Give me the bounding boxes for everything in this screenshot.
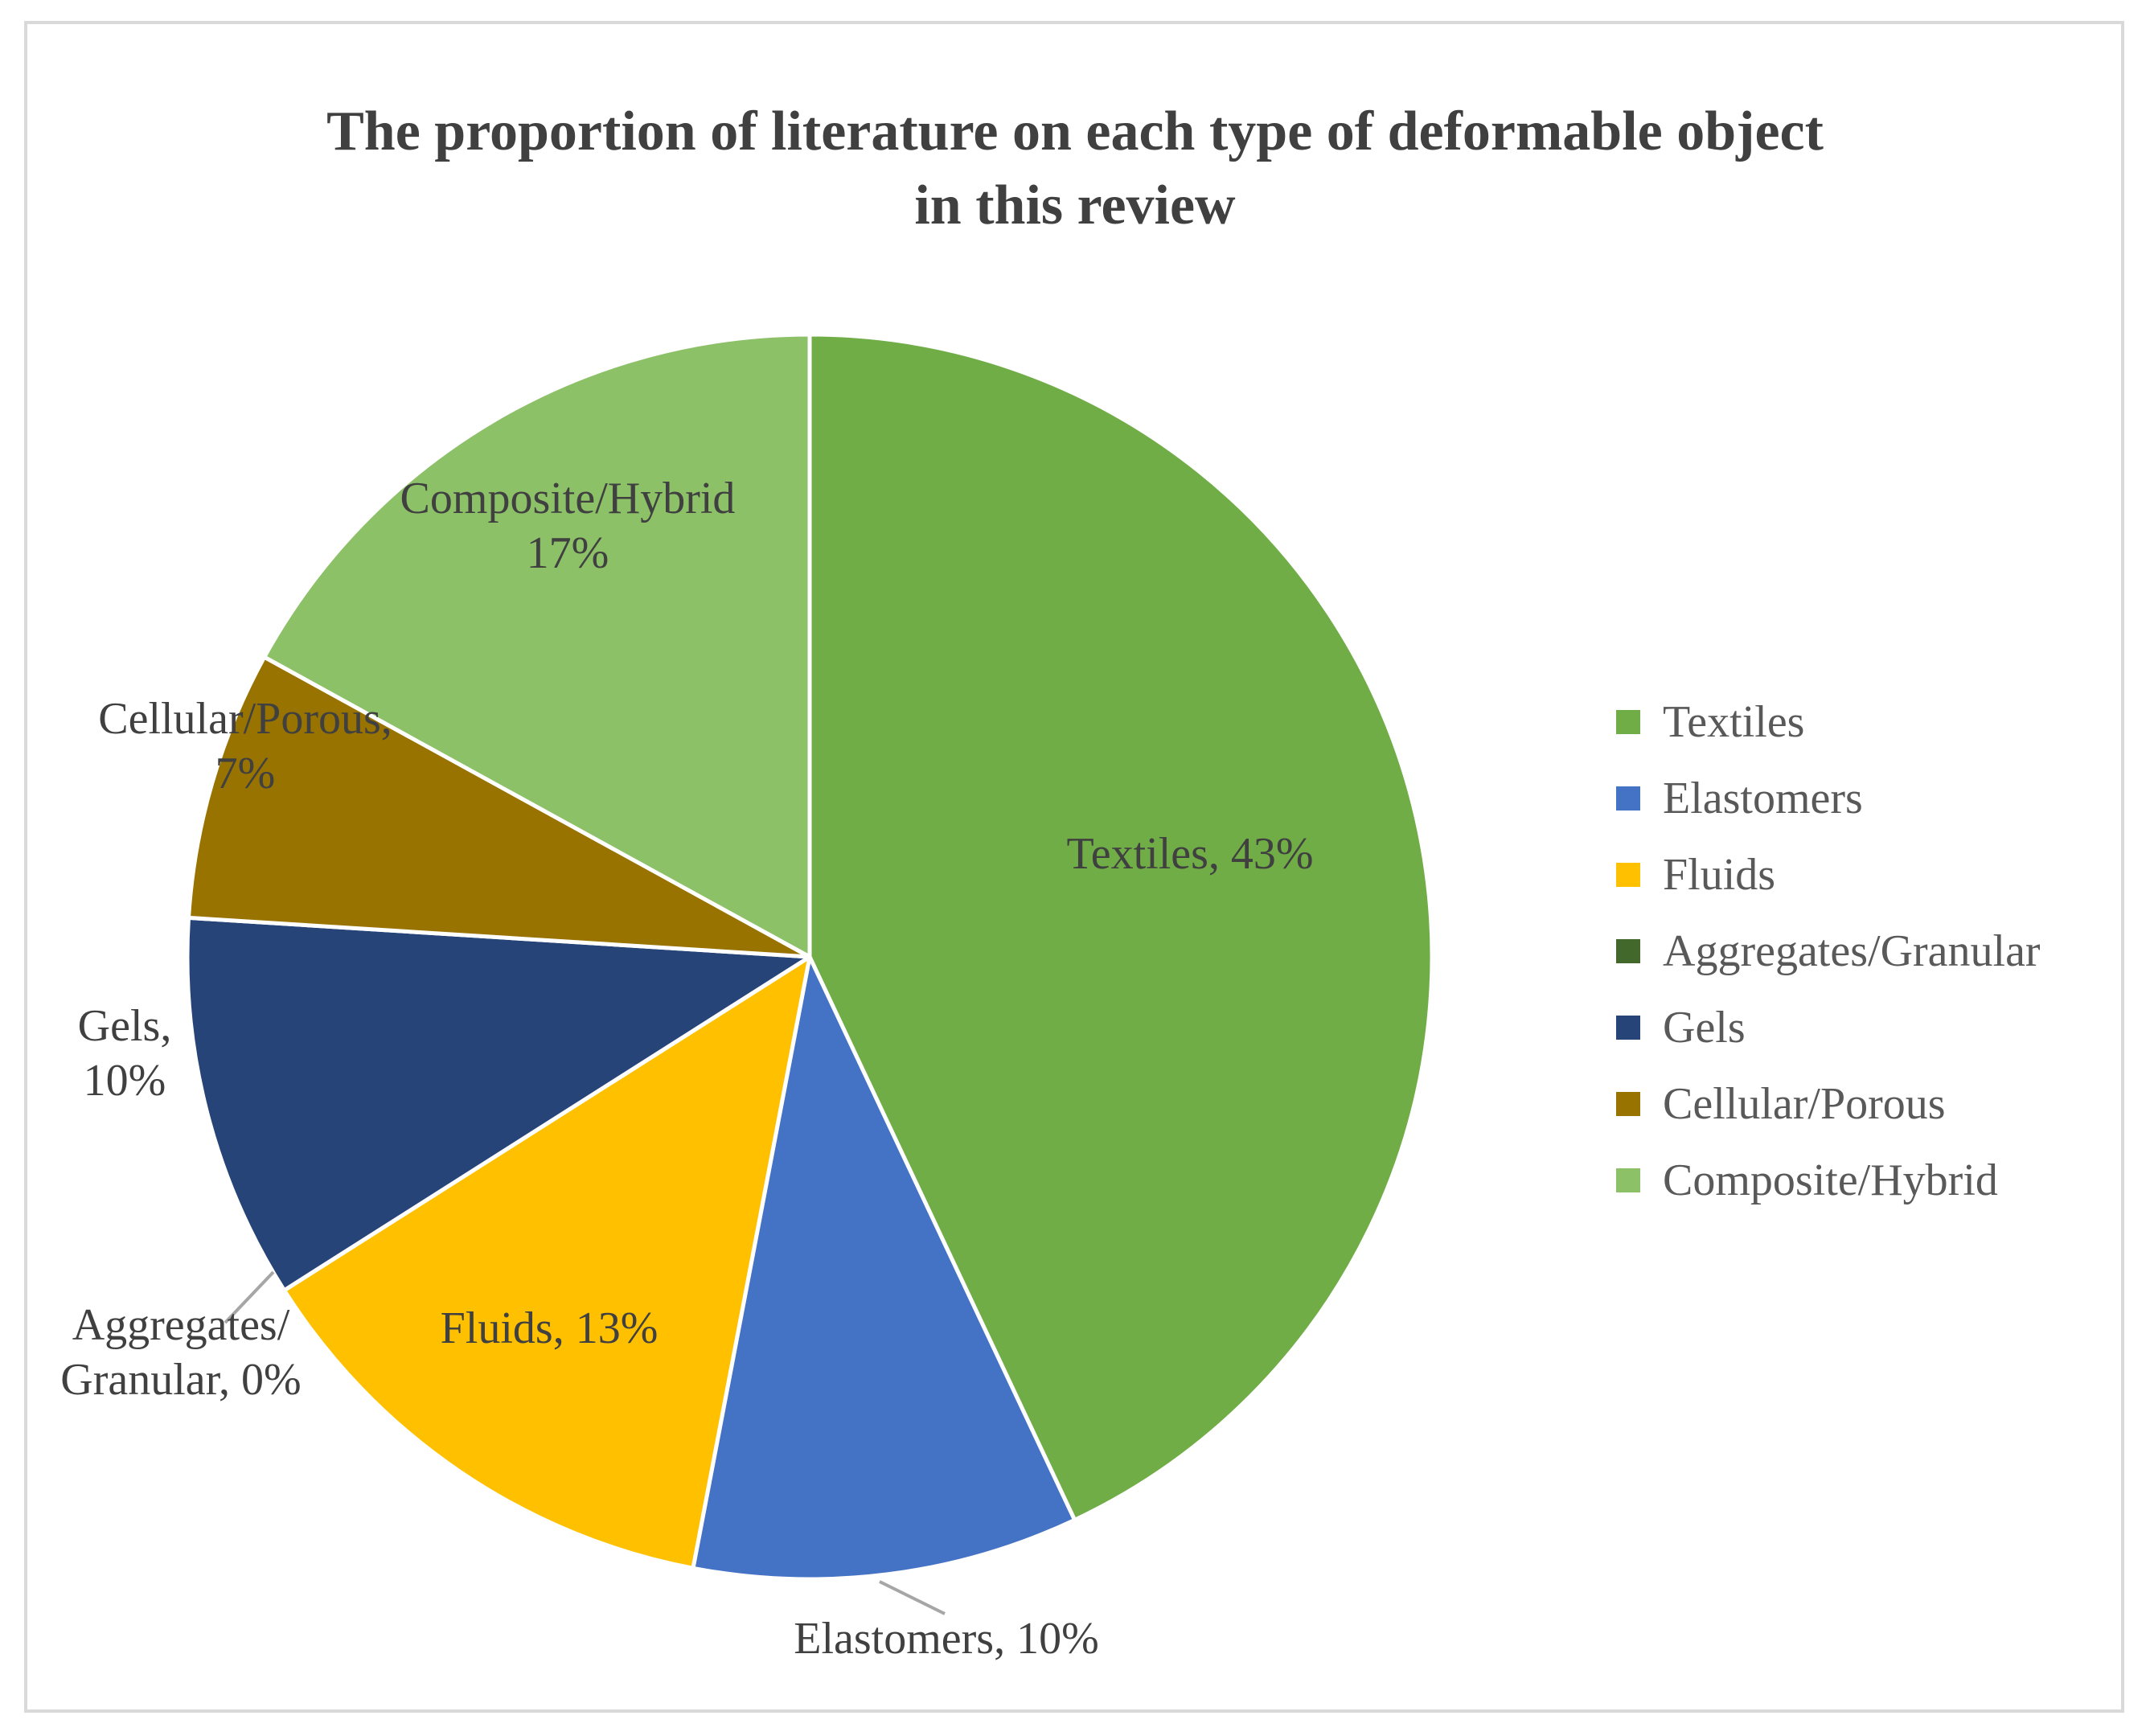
pie-slice-cellular-porous: [187, 655, 812, 959]
data-labels: Textiles, 43% Elastomers, 10% Fluids, 13% A…: [60, 474, 1313, 1664]
legend-swatch-textiles: [1616, 709, 1640, 734]
pie-slice-textiles: [807, 332, 1434, 1522]
data-label-composite-hybrid-line-2: 17%: [527, 528, 609, 578]
legend-item-cellular-porous: Cellular/Porous: [1616, 1065, 2115, 1142]
chart-title-line-1: The proportion of literature on each typ…: [326, 101, 1824, 162]
legend-label-fluids: Fluids: [1663, 849, 1776, 900]
legend-swatch-aggregates-granular: [1616, 938, 1640, 963]
legend-swatch-cellular-porous: [1616, 1091, 1640, 1116]
data-label-gels: Gels, 10%: [78, 1001, 172, 1106]
data-label-fluids-line-1: Fluids, 13%: [441, 1303, 659, 1353]
legend-label-aggregates-granular: Aggregates/Granular: [1663, 925, 2041, 976]
data-label-textiles-line-1: Textiles, 43%: [1066, 829, 1313, 879]
leader-line-aggregates-granular: [224, 1270, 275, 1324]
data-label-cellular-porous-line-2: 7%: [215, 749, 276, 798]
legend-item-fluids: Fluids: [1616, 836, 2115, 913]
legend-swatch-elastomers: [1616, 786, 1640, 811]
pie-slice-fluids: [281, 954, 812, 1570]
legend-label-elastomers: Elastomers: [1663, 773, 1863, 823]
legend-label-cellular-porous: Cellular/Porous: [1663, 1078, 1946, 1129]
data-label-composite-hybrid: Composite/Hybrid 17%: [400, 474, 736, 578]
legend-item-composite-hybrid: Composite/Hybrid: [1616, 1142, 2115, 1218]
data-label-cellular-porous-line-1: Cellular/Porous,: [98, 694, 392, 744]
chart-title-line-2: in this review: [914, 174, 1236, 236]
data-label-fluids: Fluids, 13%: [441, 1303, 659, 1353]
data-label-aggregates-granular-line-2: Granular, 0%: [60, 1355, 301, 1405]
legend-item-gels: Gels: [1616, 989, 2115, 1065]
data-label-elastomers-line-1: Elastomers, 10%: [794, 1614, 1098, 1664]
legend-label-gels: Gels: [1663, 1002, 1746, 1053]
chart-title: The proportion of literature on each typ…: [0, 95, 2150, 243]
data-label-elastomers: Elastomers, 10%: [794, 1614, 1098, 1664]
data-label-aggregates-granular: Aggregates/Granular, 0%: [60, 1300, 301, 1405]
leader-line-elastomers: [879, 1580, 946, 1615]
legend-item-aggregates-granular: Aggregates/Granular: [1616, 913, 2115, 989]
data-label-composite-hybrid-line-1: Composite/Hybrid: [400, 474, 736, 523]
pie-slices: [185, 332, 1434, 1582]
data-label-aggregates-granular-line-1: Aggregates/: [72, 1300, 290, 1350]
data-label-gels-line-2: 10%: [84, 1056, 166, 1106]
legend-swatch-fluids: [1616, 862, 1640, 887]
legend-item-textiles: Textiles: [1616, 683, 2115, 760]
chart-legend: Textiles Elastomers Fluids Aggregates/Granu…: [1616, 683, 2115, 1218]
legend-swatch-gels: [1616, 1015, 1640, 1040]
pie-slice-composite-hybrid: [262, 332, 812, 959]
data-label-gels-line-1: Gels,: [78, 1001, 172, 1051]
legend-swatch-composite-hybrid: [1616, 1168, 1640, 1192]
legend-label-composite-hybrid: Composite/Hybrid: [1663, 1155, 1998, 1205]
data-label-cellular-porous: Cellular/Porous, 7%: [98, 694, 392, 798]
legend-item-elastomers: Elastomers: [1616, 760, 2115, 836]
pie-slice-elastomers: [691, 954, 1077, 1582]
legend-label-textiles: Textiles: [1663, 696, 1805, 747]
data-label-textiles: Textiles, 43%: [1066, 829, 1313, 879]
leader-lines: [224, 1270, 946, 1615]
pie-slice-gels: [185, 915, 812, 1293]
